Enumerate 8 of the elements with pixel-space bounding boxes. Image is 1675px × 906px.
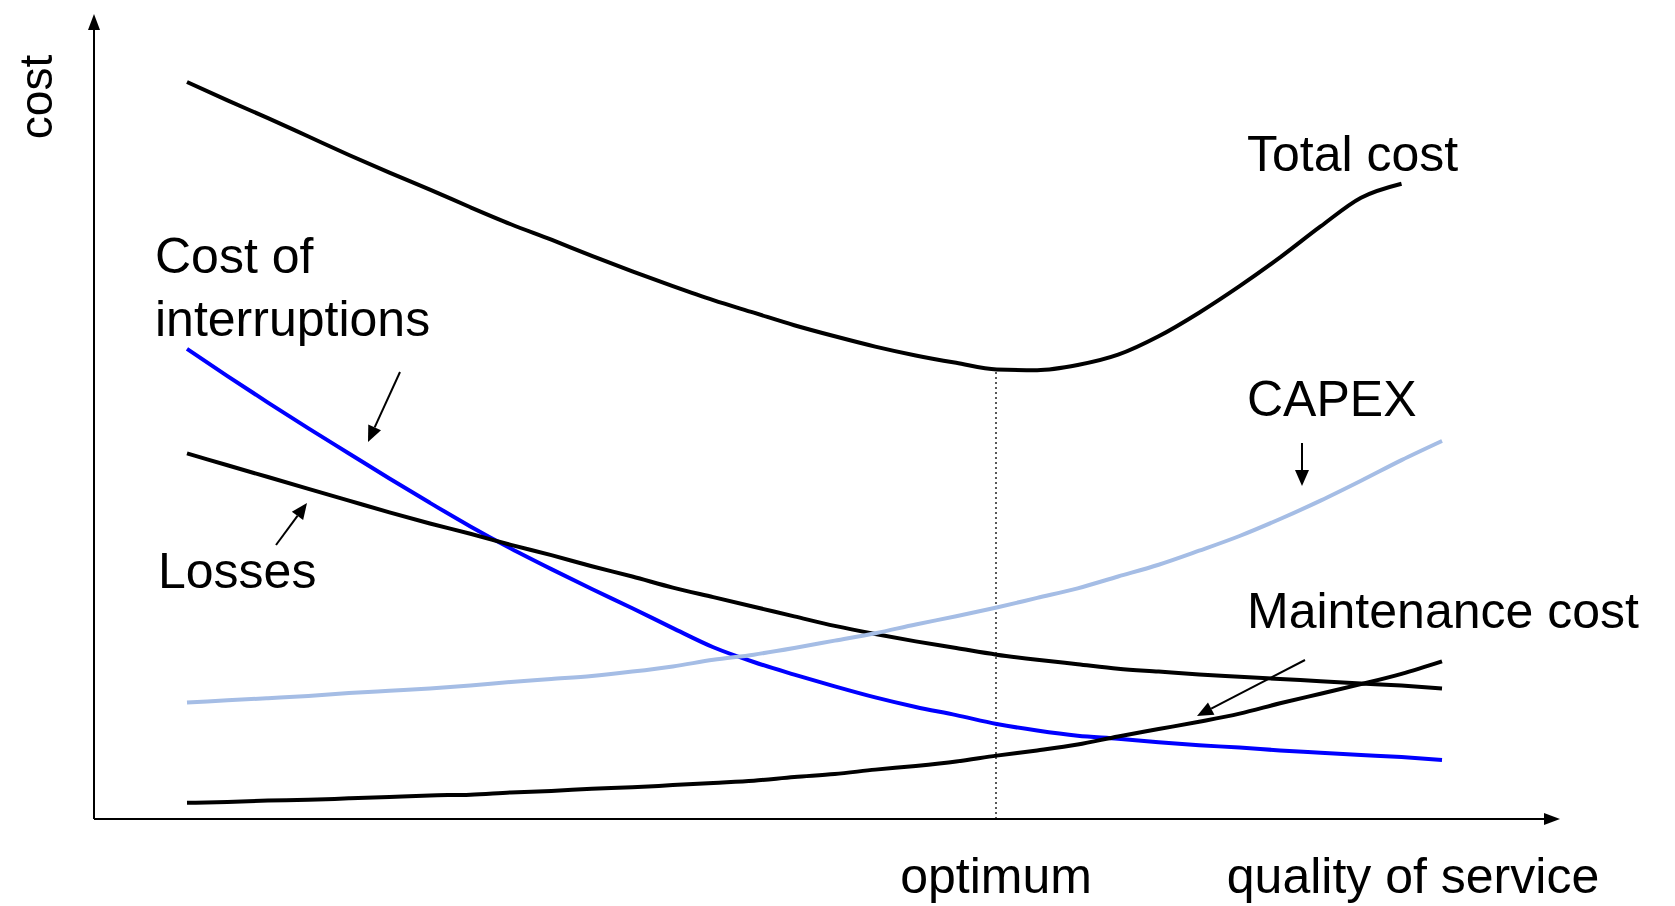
series-label: Cost of interruptions	[155, 228, 431, 347]
legend-label: Losses	[158, 543, 317, 599]
x-axis-title: quality of service	[1226, 848, 1600, 904]
series-label: Maintenance cost	[1247, 583, 1639, 639]
series-label: CAPEX	[1247, 371, 1417, 427]
series-label: Total cost	[1247, 126, 1459, 182]
y-axis-title: cost	[10, 54, 62, 140]
text: optimum	[900, 848, 1092, 904]
